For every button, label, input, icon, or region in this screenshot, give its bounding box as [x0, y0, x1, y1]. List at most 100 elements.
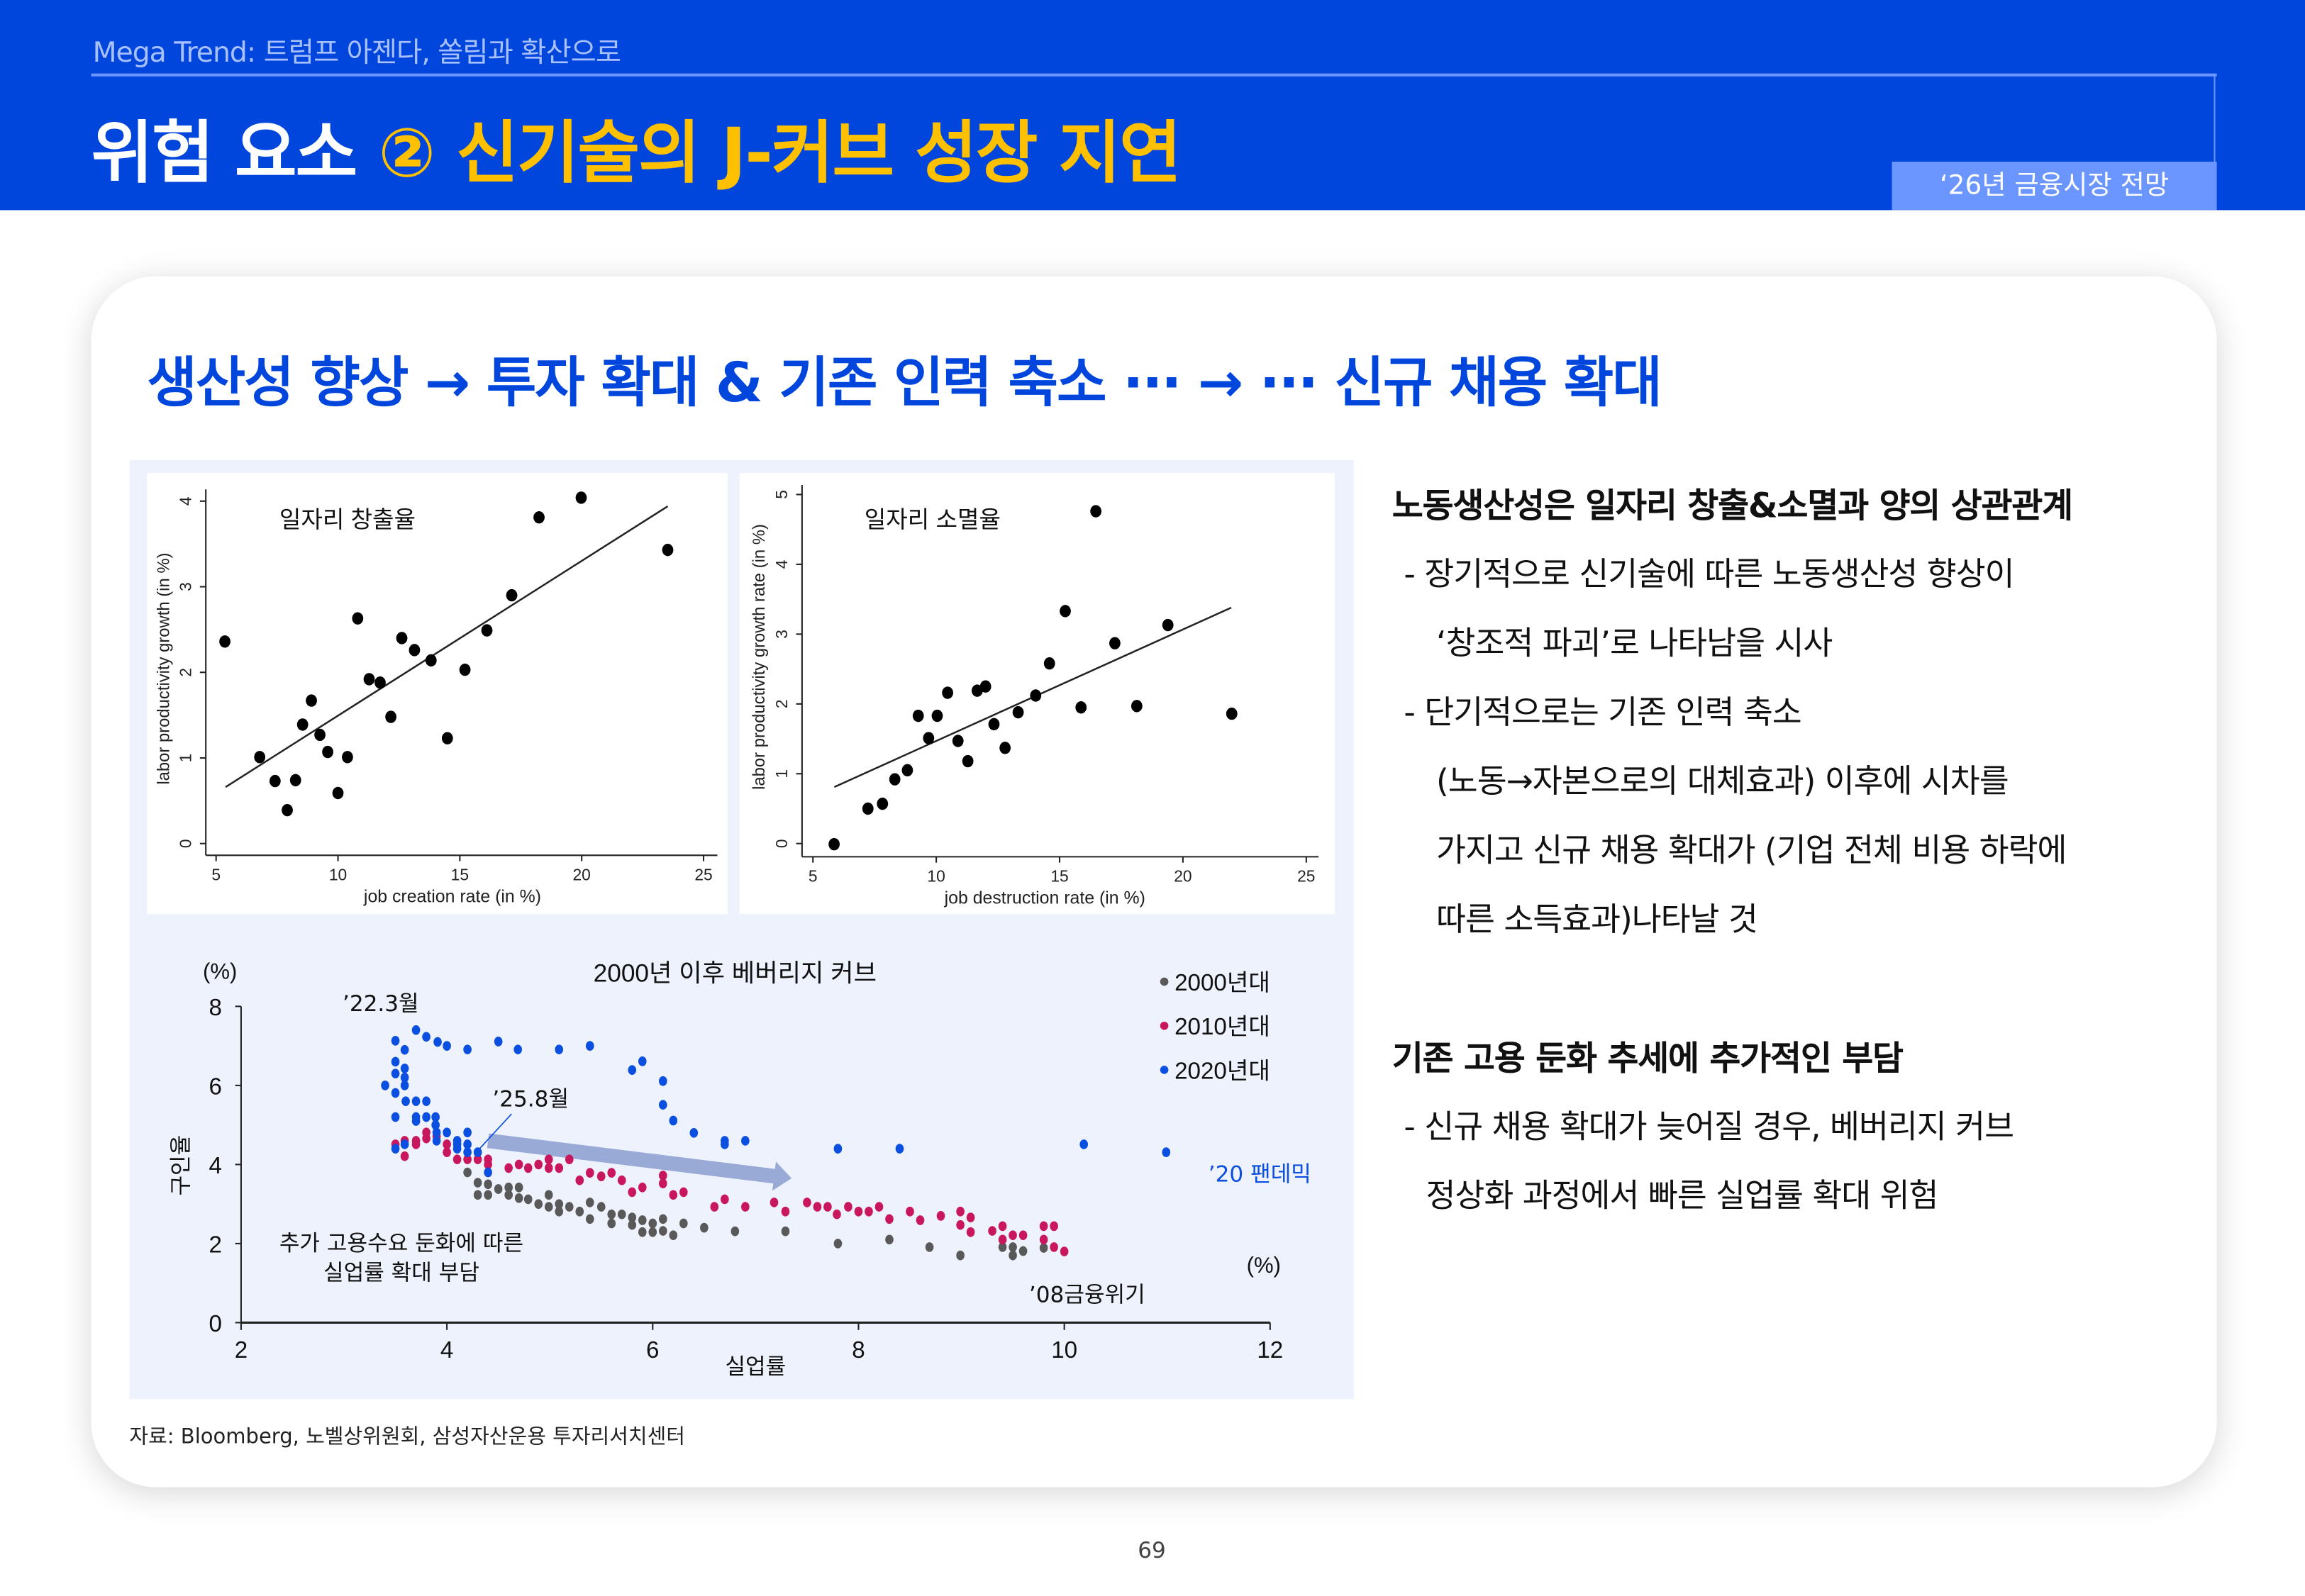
right-heading-1: 노동생산성은 일자리 창출&소멸과 양의 상관관계 [1392, 488, 2073, 527]
data-point [877, 797, 889, 810]
data-point-2010s [823, 1202, 832, 1212]
data-point-2020s [422, 1112, 431, 1122]
data-point-2010s [585, 1168, 594, 1178]
data-point-2000s [679, 1218, 688, 1229]
x-tick-label: 15 [451, 866, 469, 884]
data-point-2000s [617, 1209, 626, 1220]
y-tick-label: 4 [176, 496, 194, 506]
data-point-2010s [422, 1127, 431, 1138]
chart-title: 2000년 이후 베버리지 커브 [594, 960, 877, 988]
report-badge: ‘26년 금융시장 전망 [1892, 161, 2217, 211]
data-point-2010s [916, 1215, 925, 1225]
x-unit-label: (%) [1247, 1253, 1281, 1278]
y-tick-label: 2 [176, 668, 194, 677]
data-point [901, 764, 913, 777]
header-divider-vertical [2214, 73, 2216, 165]
data-point [1162, 618, 1174, 632]
data-point-2010s [998, 1221, 1007, 1232]
right-line: 정상화 과정에서 빠른 실업률 확대 위험 [1426, 1178, 1939, 1216]
data-point-2020s [463, 1127, 472, 1138]
data-point-2010s [400, 1151, 409, 1161]
data-point [1060, 605, 1071, 618]
data-point-2000s [885, 1234, 894, 1245]
data-point-2020s [1079, 1139, 1089, 1149]
data-point-2020s [391, 1056, 400, 1067]
data-point-2010s [803, 1198, 811, 1207]
data-point [219, 635, 230, 648]
data-point-2020s [473, 1147, 482, 1157]
legend-marker [1160, 1066, 1169, 1074]
title-yellow: ② 신기술의 J-커브 성장 지연 [378, 113, 1182, 193]
data-point-2000s [544, 1202, 553, 1212]
data-point [952, 735, 964, 747]
header-divider [91, 73, 2217, 77]
page-number: 69 [1138, 1537, 1166, 1564]
data-point-2020s [391, 1144, 400, 1154]
data-point-2010s [1039, 1221, 1048, 1232]
data-point-2000s [781, 1226, 790, 1237]
data-point-2000s [504, 1190, 513, 1200]
annotation-mar22: ’22.3월 [342, 990, 419, 1017]
data-point-2000s [555, 1199, 564, 1210]
data-point [1226, 707, 1238, 720]
y-tick-label: 0 [176, 839, 194, 848]
data-point-2010s [514, 1159, 523, 1170]
data-point-2020s [432, 1127, 441, 1138]
data-point [828, 838, 840, 851]
data-point [575, 491, 587, 504]
data-point-2020s [463, 1139, 472, 1149]
data-point-2000s [484, 1190, 492, 1200]
data-point-2000s [607, 1218, 616, 1229]
data-point-2020s [638, 1056, 647, 1066]
y-tick-label: 1 [772, 769, 791, 779]
y-tick-label: 4 [772, 560, 791, 569]
x-tick-label: 5 [809, 867, 818, 886]
data-point-2020s [585, 1041, 594, 1051]
data-point-2000s [575, 1206, 584, 1217]
data-point-2000s [648, 1218, 657, 1229]
header-bar: Mega Trend: 트럼프 아젠다, 쏠림과 확산으로 위험 요소 ② 신기… [0, 0, 2305, 211]
data-point [988, 718, 1000, 731]
title-white: 위험 요소 [91, 113, 379, 193]
data-point-2000s [833, 1239, 843, 1249]
annotation-gfc: ’08금융위기 [1028, 1281, 1145, 1308]
chart-title: 일자리 창출율 [279, 507, 416, 533]
y-tick-label: 6 [209, 1073, 222, 1100]
data-point [923, 732, 935, 744]
data-point-2020s [411, 1096, 421, 1107]
data-point [506, 588, 518, 602]
data-point-2000s [638, 1215, 647, 1225]
data-point-2020s [721, 1139, 729, 1149]
data-point-2010s [463, 1154, 472, 1164]
data-point-2020s [513, 1044, 523, 1054]
right-heading-2: 기존 고용 둔화 추세에 추가적인 부담 [1392, 1040, 1904, 1079]
x-tick-label: 10 [329, 866, 347, 884]
data-point [306, 694, 317, 707]
data-point-2010s [885, 1214, 894, 1224]
annotation-burden-2: 실업률 확대 부담 [323, 1259, 479, 1286]
data-point-2010s [956, 1220, 965, 1230]
data-point-2010s [658, 1171, 667, 1181]
page-title: 위험 요소 ② 신기술의 J-커브 성장 지연 [91, 100, 1182, 197]
legend-marker [1160, 1021, 1169, 1030]
data-point [1043, 657, 1055, 670]
y-tick-label: 8 [209, 995, 222, 1021]
data-point-2010s [721, 1194, 729, 1205]
data-point-2020s [463, 1044, 472, 1054]
data-point [441, 732, 453, 744]
data-point-2010s [906, 1206, 914, 1217]
x-tick-label: 12 [1257, 1337, 1283, 1363]
data-point-2000s [504, 1182, 513, 1193]
data-point [1012, 705, 1024, 719]
data-point-2010s [781, 1206, 790, 1217]
data-point-2000s [1018, 1246, 1028, 1256]
data-point-2010s [607, 1168, 616, 1178]
data-point [352, 612, 364, 625]
data-point-2020s [400, 1044, 409, 1055]
right-line: ‘창조적 파괴’로 나타남을 시사 [1436, 625, 1833, 663]
data-point-2000s [607, 1209, 616, 1220]
data-point [385, 710, 396, 723]
data-point-2000s [648, 1227, 657, 1237]
data-point-2000s [1009, 1250, 1017, 1261]
